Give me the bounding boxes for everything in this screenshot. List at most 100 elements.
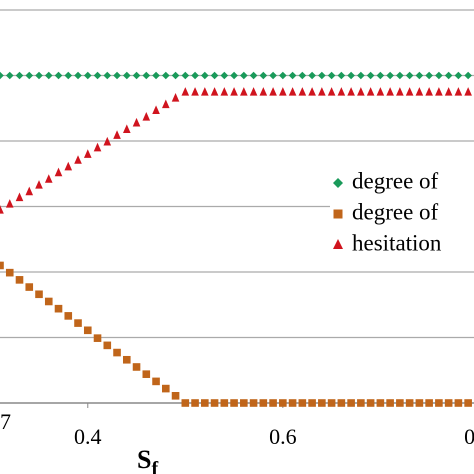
point (162, 384, 170, 393)
point (142, 71, 151, 80)
x-tick-label: 0.8 (464, 424, 474, 449)
point (366, 87, 375, 96)
point (405, 399, 414, 407)
point (54, 304, 63, 313)
point (240, 399, 248, 407)
point (35, 180, 43, 189)
point (259, 71, 268, 80)
point (35, 71, 43, 80)
legend-bg (330, 201, 474, 227)
point (464, 87, 472, 96)
point (347, 87, 355, 96)
point (386, 87, 394, 96)
point (122, 124, 131, 134)
point (171, 391, 180, 400)
point (308, 399, 316, 407)
point (64, 71, 73, 80)
point (93, 334, 102, 342)
x-tick-label: 0.4 (74, 424, 102, 449)
point (83, 326, 92, 335)
legend-label: degree of (352, 199, 439, 224)
point (74, 155, 82, 164)
point (171, 92, 180, 102)
point (83, 149, 92, 158)
point (435, 399, 443, 407)
point (64, 312, 73, 320)
point (93, 71, 102, 80)
point (288, 399, 297, 407)
point (318, 71, 326, 80)
point (74, 319, 82, 327)
point (269, 87, 277, 96)
point (103, 136, 112, 146)
legend-marker (333, 239, 343, 249)
point (318, 399, 326, 407)
point (435, 87, 443, 96)
legend-label: degree of (352, 168, 439, 193)
point (357, 399, 365, 407)
point (191, 87, 199, 96)
point (25, 283, 34, 291)
point (415, 71, 424, 80)
point (201, 87, 209, 96)
point (113, 130, 121, 139)
point (74, 71, 82, 80)
point (25, 71, 34, 80)
point (337, 87, 346, 96)
point (415, 399, 424, 407)
point (35, 290, 43, 299)
point (249, 71, 258, 80)
point (269, 71, 277, 80)
point (425, 399, 433, 407)
point (230, 399, 238, 407)
point (230, 71, 238, 80)
point (425, 71, 433, 80)
x-tick-label: 0.6 (269, 424, 297, 449)
point (279, 399, 287, 407)
point (64, 161, 73, 171)
point (249, 399, 258, 407)
point (44, 174, 53, 183)
point (0, 261, 4, 270)
point (132, 117, 141, 127)
point (162, 71, 170, 80)
point (0, 71, 4, 80)
point (5, 268, 14, 277)
point (15, 71, 24, 80)
point (152, 71, 160, 80)
point (444, 87, 453, 96)
legend-marker (333, 209, 343, 219)
point (181, 87, 190, 96)
point (220, 399, 229, 407)
point (435, 71, 443, 80)
point (54, 167, 63, 177)
point (396, 399, 404, 407)
point (181, 71, 190, 80)
point (113, 348, 121, 357)
point (396, 71, 404, 80)
legend-label: hesitation (352, 230, 442, 255)
point (444, 71, 453, 80)
point (454, 71, 463, 80)
point (25, 186, 34, 196)
point (327, 399, 336, 407)
point (298, 71, 307, 80)
point (171, 71, 180, 80)
point (54, 71, 63, 80)
x-axis-label-main: S (137, 445, 151, 474)
point (308, 71, 316, 80)
point (162, 99, 170, 109)
x-axis-label: Sf (137, 445, 158, 474)
point (376, 71, 385, 80)
point (337, 71, 346, 80)
point (122, 355, 131, 364)
point (83, 71, 92, 80)
point (347, 71, 355, 80)
point (181, 399, 190, 407)
point (152, 105, 160, 115)
point (0, 204, 4, 214)
point (327, 87, 336, 96)
point (454, 399, 463, 407)
point (191, 399, 199, 407)
